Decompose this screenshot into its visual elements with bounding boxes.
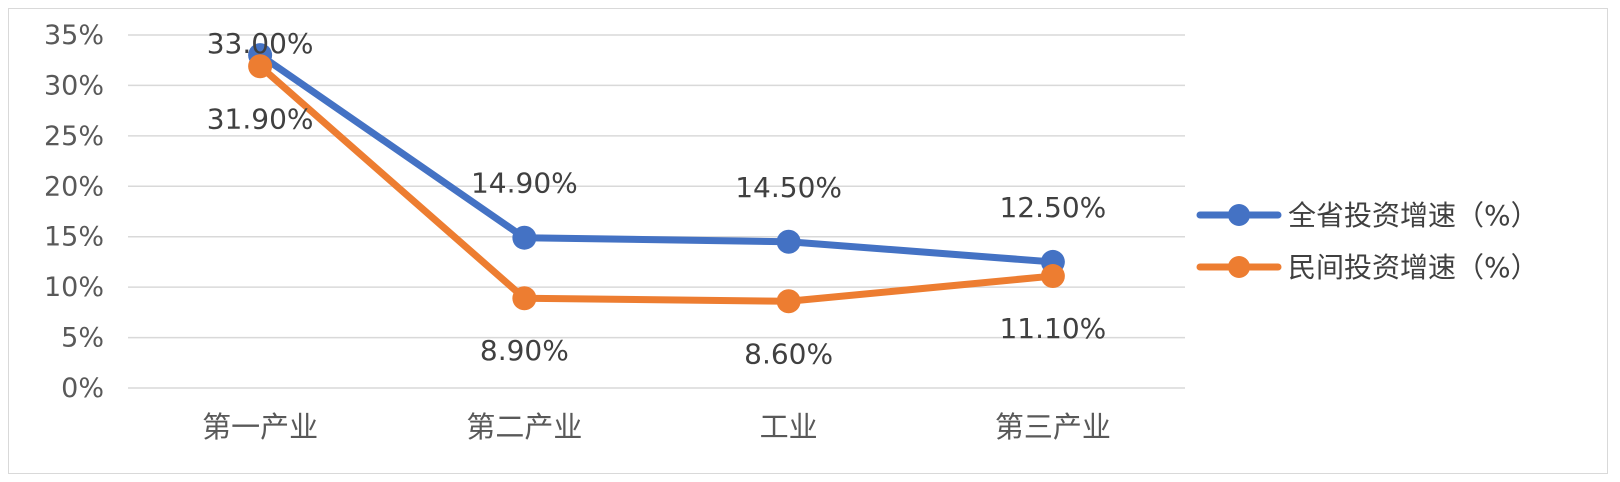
data-point [248, 54, 273, 79]
legend-label: 民间投资增速（%） [1288, 251, 1539, 284]
data-label: 8.60% [744, 337, 833, 370]
data-point [512, 286, 537, 311]
y-tick-label: 20% [44, 171, 104, 202]
y-axis-ticks: 0% 5% 10% 15% 20% 25% 30% 35% [44, 20, 104, 404]
y-tick-label: 30% [44, 70, 104, 101]
y-tick-label: 25% [44, 121, 104, 152]
legend-marker [1228, 256, 1250, 278]
y-tick-label: 0% [61, 373, 104, 404]
y-tick-label: 10% [44, 272, 104, 303]
gridlines [128, 34, 1185, 389]
series-line [256, 51, 1057, 266]
series-lines [248, 43, 1065, 314]
x-axis-ticks: 第一产业 第二产业 工业 第三产业 [202, 410, 1111, 444]
data-label: 14.50% [735, 171, 842, 204]
legend-marker [1228, 204, 1250, 226]
series-line [256, 62, 1057, 305]
data-point [512, 225, 537, 250]
y-tick-label: 35% [44, 20, 104, 51]
data-point [776, 229, 801, 254]
data-label: 31.90% [207, 102, 314, 135]
data-labels: 33.00% 14.90% 14.50% 12.50% 31.90% 8.90% 8.60%… [207, 27, 1107, 370]
data-label: 8.90% [480, 334, 569, 367]
x-tick-label: 第三产业 [995, 410, 1111, 444]
data-label: 11.10% [999, 312, 1106, 345]
x-tick-label: 工业 [760, 410, 818, 444]
data-label: 12.50% [999, 191, 1106, 224]
legend-label: 全省投资增速（%） [1288, 199, 1539, 232]
data-point [776, 289, 801, 314]
y-tick-label: 15% [44, 222, 104, 253]
legend: 全省投资增速（%） 民间投资增速（%） [1196, 199, 1539, 284]
data-label: 33.00% [207, 27, 314, 60]
x-tick-label: 第一产业 [202, 410, 318, 444]
data-point [1040, 264, 1065, 289]
data-label: 14.90% [471, 167, 578, 200]
y-tick-label: 5% [61, 323, 104, 354]
x-tick-label: 第二产业 [466, 410, 582, 444]
